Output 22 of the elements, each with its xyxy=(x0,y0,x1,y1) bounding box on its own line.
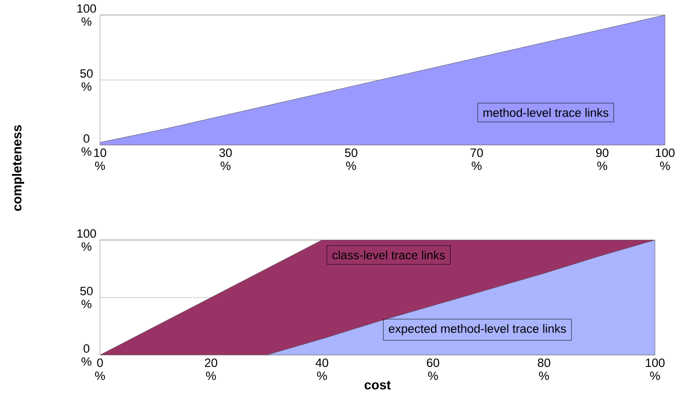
series-label: class-level trace links xyxy=(332,250,445,260)
x-tick-label: 100 % xyxy=(656,148,675,170)
y-tick-label: 0 % xyxy=(82,134,92,156)
x-tick-label: 80 % xyxy=(538,358,550,380)
y-tick-label: 100 % xyxy=(77,4,96,26)
x-axis-title: cost xyxy=(364,380,391,390)
series-label: method-level trace links xyxy=(484,108,608,117)
y-tick-label: 50 % xyxy=(80,286,93,308)
series-label: expected method-level trace links xyxy=(388,324,566,336)
x-tick-label: 100 % xyxy=(646,358,665,380)
x-tick-label: 30 % xyxy=(219,148,232,170)
x-tick-label: 60 % xyxy=(426,358,440,380)
y-tick-label: 50 % xyxy=(80,69,93,91)
x-tick-label: 90 % xyxy=(596,148,608,170)
x-tick-label: 70 % xyxy=(470,148,483,170)
y-axis-title: completeness xyxy=(12,125,24,211)
x-tick-label: 40 % xyxy=(316,358,328,380)
x-tick-label: 10 % xyxy=(94,148,106,170)
x-tick-label: 20 % xyxy=(204,358,218,380)
x-tick-label: 50 % xyxy=(344,148,358,170)
y-tick-label: 100 % xyxy=(77,229,96,251)
y-tick-label: 0 % xyxy=(82,344,92,366)
